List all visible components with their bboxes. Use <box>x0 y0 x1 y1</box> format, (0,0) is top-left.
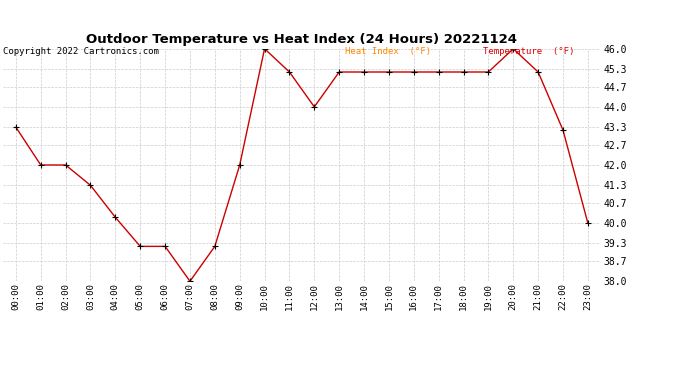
Title: Outdoor Temperature vs Heat Index (24 Hours) 20221124: Outdoor Temperature vs Heat Index (24 Ho… <box>86 33 518 46</box>
Text: Heat Index  (°F): Heat Index (°F) <box>345 47 431 56</box>
Text: Copyright 2022 Cartronics.com: Copyright 2022 Cartronics.com <box>3 47 159 56</box>
Text: Temperature  (°F): Temperature (°F) <box>483 47 574 56</box>
